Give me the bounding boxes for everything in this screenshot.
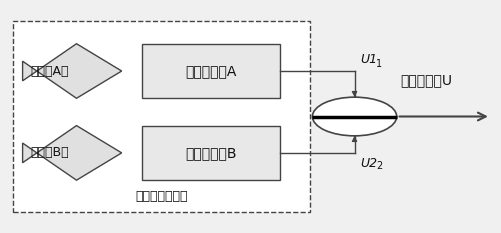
Text: 线偏振A光: 线偏振A光 bbox=[30, 65, 69, 78]
Bar bbox=[141, 44, 280, 98]
Text: 线偏振B光: 线偏振B光 bbox=[30, 146, 69, 159]
Circle shape bbox=[313, 97, 397, 136]
Text: 光电探测器A: 光电探测器A bbox=[185, 64, 236, 78]
Bar bbox=[13, 21, 310, 212]
Bar bbox=[141, 126, 280, 180]
Text: 2: 2 bbox=[376, 161, 383, 171]
Text: 光电探测器B: 光电探测器B bbox=[185, 146, 236, 160]
Text: 输出电信号U: 输出电信号U bbox=[400, 73, 452, 87]
Polygon shape bbox=[23, 44, 122, 98]
Polygon shape bbox=[23, 126, 122, 180]
Text: U1: U1 bbox=[361, 53, 378, 66]
Text: 1: 1 bbox=[376, 59, 382, 69]
Text: 平衡光电探测器: 平衡光电探测器 bbox=[135, 190, 187, 203]
Text: U2: U2 bbox=[361, 158, 378, 171]
